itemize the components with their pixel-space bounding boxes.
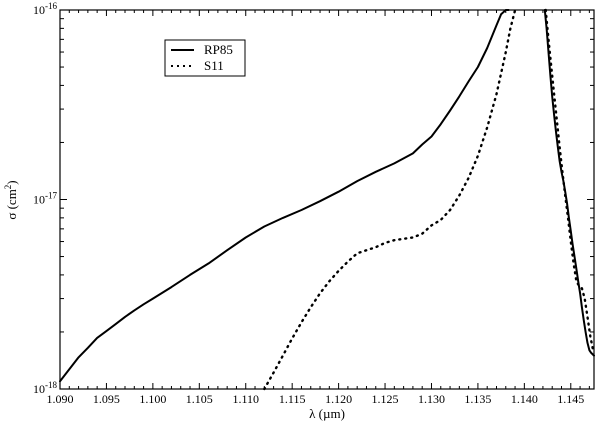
- x-tick-label: 1.105: [186, 392, 213, 406]
- y-tick-label: 10-16: [33, 1, 57, 17]
- legend-box: [164, 39, 246, 77]
- y-tick-label: 10-18: [33, 380, 57, 396]
- y-axis-label-main: σ (cm: [4, 189, 19, 219]
- x-axis-label: λ (µm): [309, 406, 345, 421]
- y-tick-label: 10-17: [33, 191, 57, 207]
- series-rp85-segment-0: [59, 9, 510, 383]
- x-tick-label: 1.115: [279, 392, 306, 406]
- x-tick-label: 1.100: [139, 392, 166, 406]
- plot-frame: [59, 9, 595, 390]
- x-tick-label: 1.145: [557, 392, 584, 406]
- x-tick-label: 1.140: [511, 392, 538, 406]
- legend-label-s11: S11: [204, 58, 224, 73]
- legend: RP85 S11: [164, 39, 246, 77]
- series-s11-segment-3: [544, 8, 595, 352]
- x-axis-ticks: 1.090 1.095 1.100 1.105 1.110 1.115 1.120 1.125…: [47, 10, 590, 406]
- x-tick-label: 1.110: [232, 392, 259, 406]
- y-axis-label-close: ): [4, 180, 19, 184]
- series-rp85-segment-1: [543, 9, 595, 357]
- x-tick-label: 1.120: [325, 392, 352, 406]
- x-tick-label: 1.135: [464, 392, 491, 406]
- y-axis-label: σ (cm2): [3, 180, 19, 219]
- x-tick-label: 1.130: [418, 392, 445, 406]
- series-layer: [59, 8, 595, 391]
- legend-label-rp85: RP85: [204, 42, 233, 57]
- y-axis-ticks: 10-18 10-17 10-16: [33, 1, 594, 396]
- y-axis-label-sup: 2: [3, 185, 13, 190]
- x-tick-label: 1.090: [47, 392, 74, 406]
- x-tick-label: 1.095: [93, 392, 120, 406]
- series-s11-segment-2: [263, 8, 517, 391]
- x-tick-label: 1.125: [372, 392, 399, 406]
